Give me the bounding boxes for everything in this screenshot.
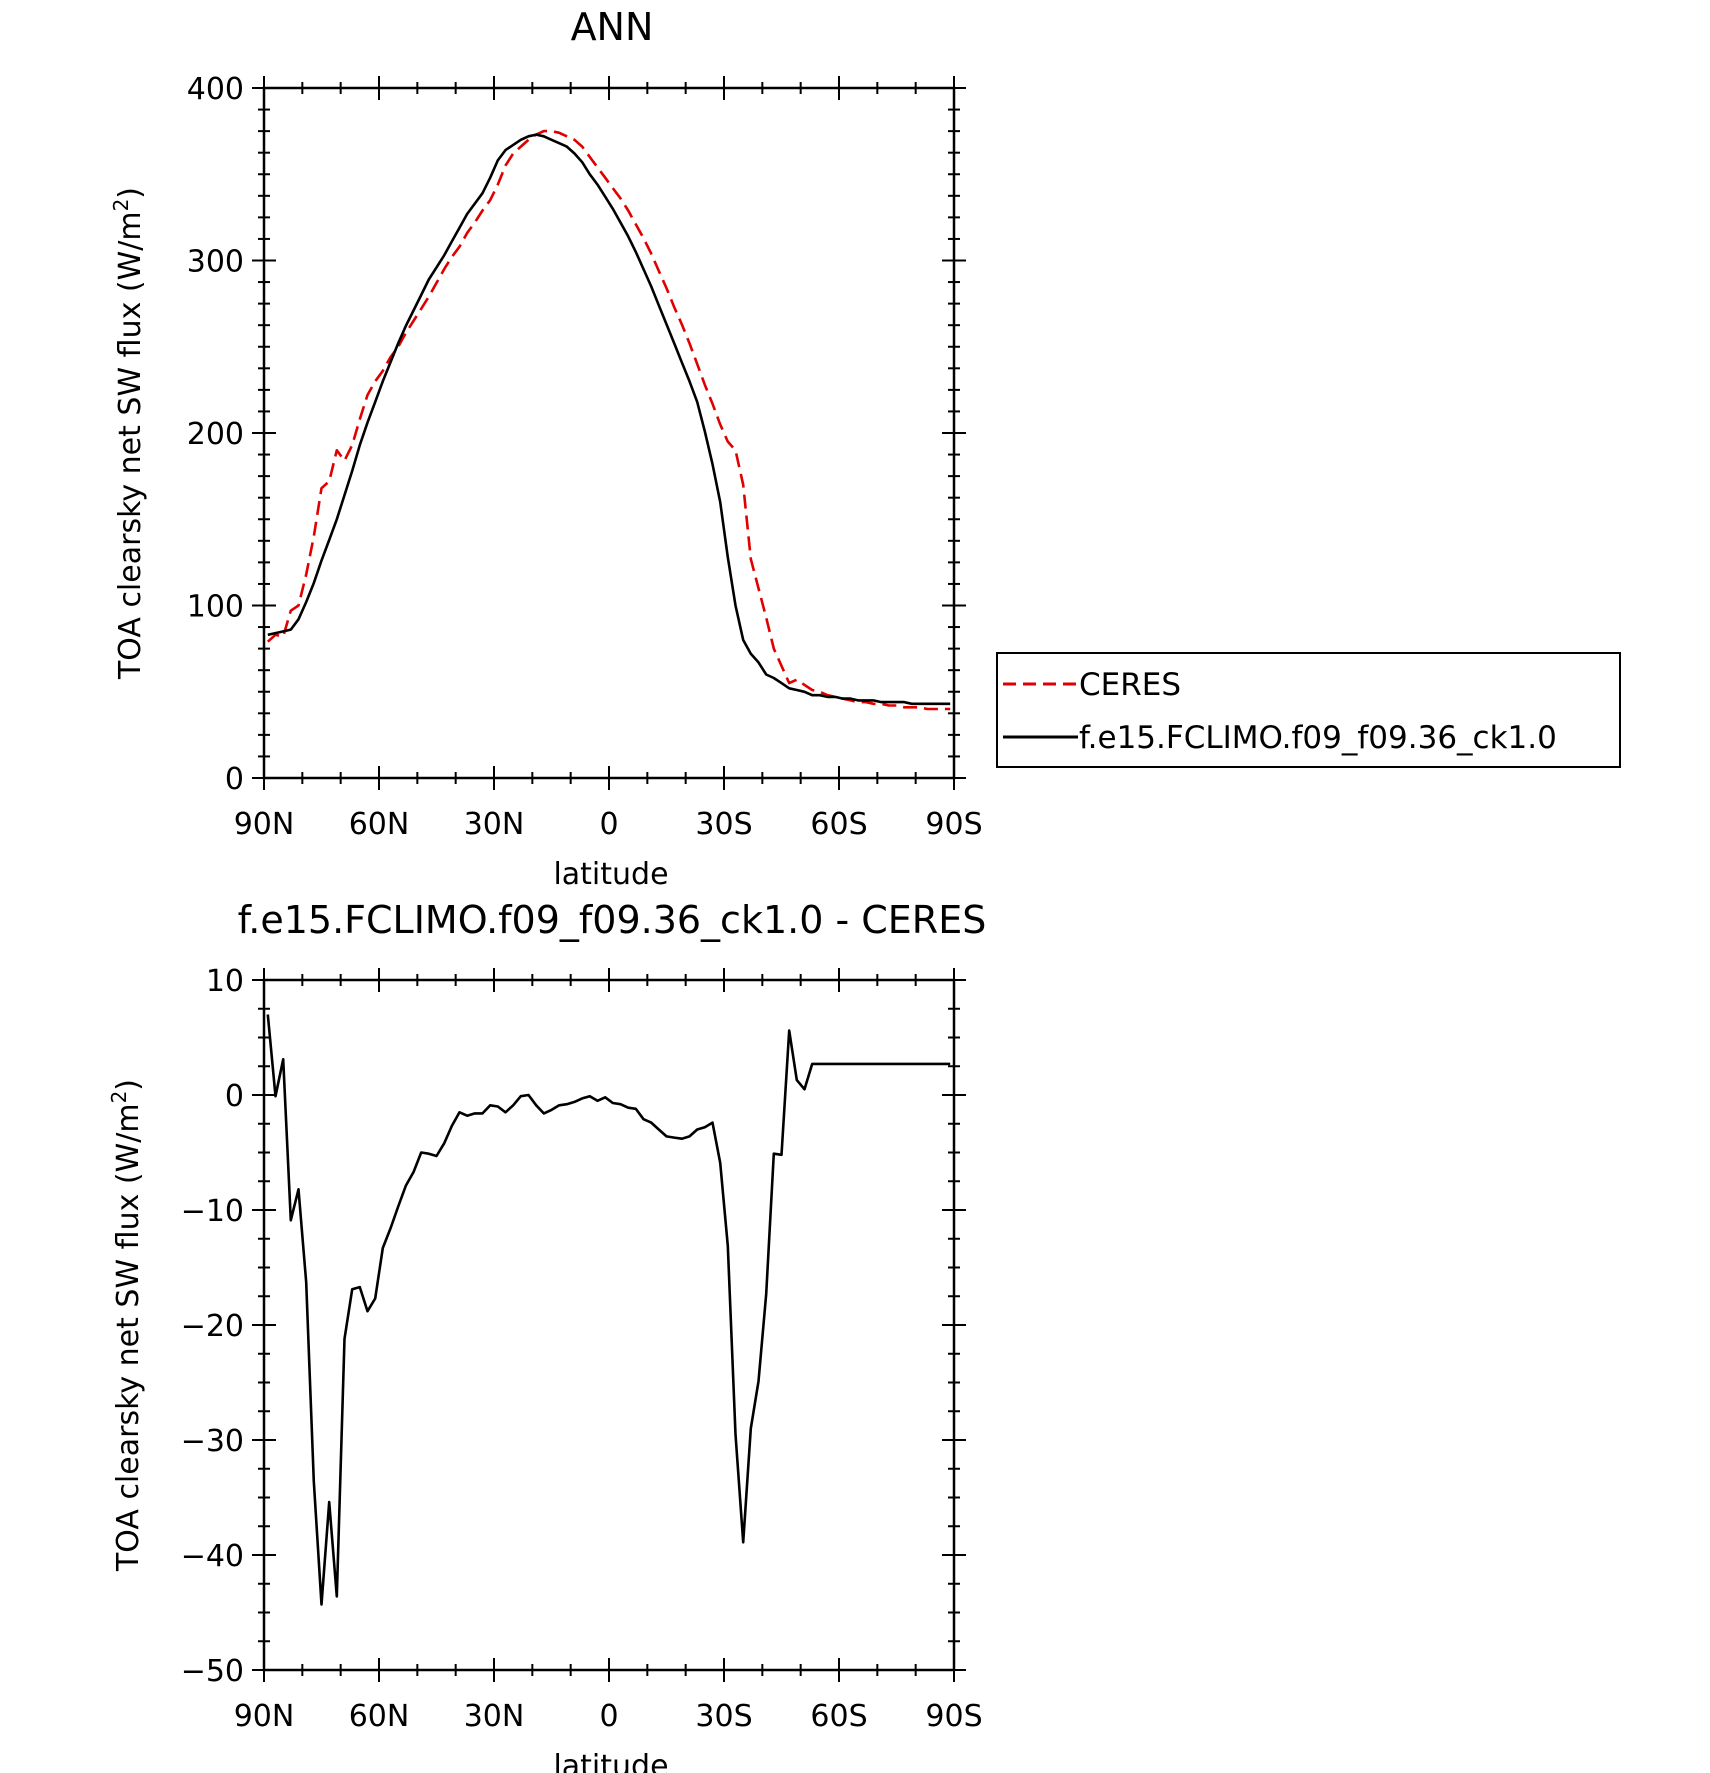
x-axis-label: latitude [553,1749,668,1773]
x-tick-label: 90S [925,1699,982,1734]
x-tick-label: 60N [349,1699,410,1734]
legend: CERES f.e15.FCLIMO.f09_f09.36_ck1.0 [996,652,1621,768]
chart-title: f.e15.FCLIMO.f09_f09.36_ck1.0 - CERES [238,898,987,942]
series-line-f-e15-fclimo-f09-f09-36-ck1-0 [267,133,951,706]
legend-box [996,652,1621,768]
x-tick-label: 60S [810,1699,867,1734]
y-tick-label: 0 [225,1079,244,1114]
x-tick-label: 30S [695,1699,752,1734]
x-tick-label: 30N [464,1699,525,1734]
y-axis-label: TOA clearsky net SW flux (W/m2) [109,187,148,680]
x-tick-label: 0 [599,807,618,842]
x-tick-label: 60N [349,807,410,842]
plot-lines [266,129,951,711]
legend-entry-ceres: CERES [1079,667,1181,703]
y-tick-label: 200 [187,417,244,452]
plot-frame [262,86,956,780]
y-tick-labels: 0 100 200 300 400 [187,72,244,797]
x-tick-label: 90N [234,1699,295,1734]
y-axis-label: TOA clearsky net SW flux (W/m2) [107,1079,146,1572]
y-tick-label: 10 [206,964,244,999]
x-tick-label: 90S [925,807,982,842]
series-line-ceres [266,129,951,711]
x-tick-labels: 90N 60N 30N 0 30S 60S 90S [234,1699,983,1734]
plot-lines [266,1014,951,1606]
x-tick-label: 0 [599,1699,618,1734]
y-tick-label: −10 [181,1194,244,1229]
x-tick-label: 30N [464,807,525,842]
y-tick-label: 100 [187,590,244,625]
tick-marks [252,76,966,790]
y-tick-label: 0 [225,762,244,797]
y-tick-label: −30 [181,1424,244,1459]
tick-marks [252,968,966,1682]
x-tick-labels: 90N 60N 30N 0 30S 60S 90S [234,807,983,842]
chart-title: ANN [571,5,654,49]
x-axis-label: latitude [553,857,668,892]
y-tick-label: 400 [187,72,244,107]
chart-top: ANN 0 100 200 300 400 90N 60N 30N 0 30S 60S 90S la… [109,5,1621,892]
y-tick-label: 300 [187,245,244,280]
y-tick-label: −40 [181,1539,244,1574]
chart-bottom: f.e15.FCLIMO.f09_f09.36_ck1.0 - CERES −5… [107,898,986,1773]
y-tick-label: −50 [181,1654,244,1689]
plot-frame [262,978,956,1672]
x-tick-label: 30S [695,807,752,842]
x-tick-label: 90N [234,807,295,842]
y-tick-labels: −50 −40 −30 −20 −10 0 10 [181,964,244,1689]
series-line-difference [266,1014,951,1606]
y-tick-label: −20 [181,1309,244,1344]
legend-entry-model: f.e15.FCLIMO.f09_f09.36_ck1.0 [1079,720,1557,756]
x-tick-label: 60S [810,807,867,842]
